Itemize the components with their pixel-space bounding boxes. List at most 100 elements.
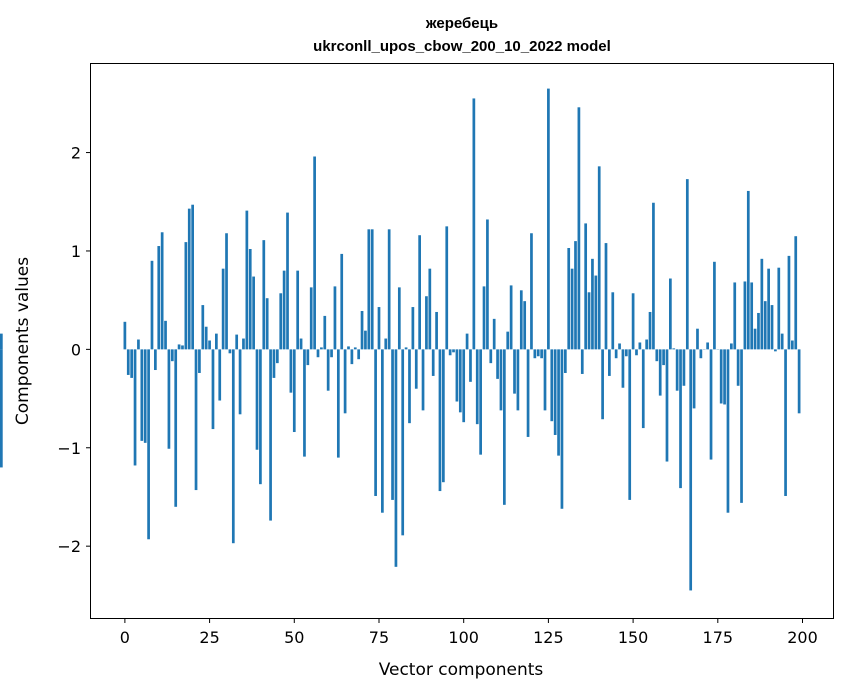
bar-48 bbox=[286, 212, 289, 350]
bar-6 bbox=[143, 349, 147, 443]
bar-163 bbox=[675, 349, 679, 391]
bar-136 bbox=[584, 223, 588, 350]
bar-56 bbox=[313, 156, 316, 350]
bar-77 bbox=[384, 338, 388, 350]
bar-170 bbox=[699, 349, 703, 359]
bar-100 bbox=[462, 349, 466, 423]
bar-131 bbox=[567, 248, 571, 350]
bar-137 bbox=[587, 292, 591, 350]
bar-186 bbox=[753, 328, 757, 350]
bar-41 bbox=[262, 240, 266, 350]
bar-32 bbox=[231, 349, 235, 544]
bar-195 bbox=[784, 349, 787, 496]
x-tick-label: 0 bbox=[120, 628, 130, 647]
bar-82 bbox=[401, 349, 405, 536]
bar-70 bbox=[360, 310, 364, 350]
bar-35 bbox=[242, 338, 245, 350]
bar-168 bbox=[692, 349, 696, 409]
bar-4 bbox=[137, 339, 140, 350]
x-tick-label: 125 bbox=[533, 628, 564, 647]
bar-178 bbox=[726, 349, 730, 513]
bar-117 bbox=[519, 290, 523, 350]
bar-123 bbox=[540, 349, 543, 359]
x-axis-ticks: 0 25 50 75 100 125 150 175 200 bbox=[120, 618, 818, 647]
bar-47 bbox=[282, 270, 286, 350]
bar-141 bbox=[601, 349, 604, 420]
bar-85 bbox=[411, 307, 415, 350]
bar-130 bbox=[563, 349, 567, 373]
bar-104 bbox=[475, 349, 479, 425]
bar-38 bbox=[252, 276, 255, 350]
bar-160 bbox=[665, 349, 669, 462]
bar-74 bbox=[374, 349, 377, 496]
x-tick-label: 75 bbox=[369, 628, 389, 647]
bar-158 bbox=[658, 349, 662, 396]
bar-192 bbox=[774, 349, 777, 352]
bar-79 bbox=[391, 349, 394, 500]
bar-152 bbox=[638, 342, 642, 350]
bar-40 bbox=[259, 349, 262, 485]
bar-undefined bbox=[0, 349, 3, 468]
bar-20 bbox=[191, 204, 194, 350]
bar-99 bbox=[458, 349, 462, 413]
bar-109 bbox=[492, 318, 496, 350]
bar-94 bbox=[442, 349, 445, 483]
bar-87 bbox=[418, 235, 421, 350]
bar-72 bbox=[367, 229, 371, 350]
bar-86 bbox=[414, 349, 418, 389]
bar-12 bbox=[164, 320, 167, 350]
bar-90 bbox=[428, 268, 432, 350]
bar-111 bbox=[499, 349, 503, 411]
bar-1 bbox=[126, 349, 130, 375]
bar-189 bbox=[763, 301, 767, 350]
bars-group bbox=[0, 88, 801, 591]
bar-180 bbox=[733, 282, 737, 350]
bar-3 bbox=[133, 349, 137, 466]
bar-45 bbox=[275, 349, 279, 364]
bar-172 bbox=[706, 342, 709, 350]
bar-198 bbox=[794, 236, 798, 350]
bar-53 bbox=[303, 349, 306, 457]
bar-46 bbox=[279, 293, 283, 350]
bar-143 bbox=[608, 349, 611, 376]
bar-176 bbox=[719, 349, 723, 404]
x-tick-label: 150 bbox=[618, 628, 649, 647]
bar-71 bbox=[364, 330, 367, 350]
bar-155 bbox=[648, 311, 652, 350]
bar-42 bbox=[265, 298, 269, 350]
bar-75 bbox=[377, 307, 381, 350]
bar-13 bbox=[167, 349, 171, 449]
bar-187 bbox=[757, 312, 760, 350]
bar-156 bbox=[652, 202, 655, 350]
bar-88 bbox=[421, 349, 425, 411]
bar-undefined bbox=[0, 333, 3, 350]
bar-150 bbox=[631, 293, 635, 350]
bar-62 bbox=[333, 286, 337, 350]
bar-120 bbox=[530, 233, 533, 350]
y-axis-label: Components values bbox=[13, 257, 33, 425]
bar-64 bbox=[340, 253, 344, 350]
bar-112 bbox=[503, 349, 506, 505]
x-axis-label: Vector components bbox=[379, 660, 544, 680]
bar-27 bbox=[215, 333, 218, 350]
bar-114 bbox=[509, 285, 513, 350]
bar-83 bbox=[404, 347, 408, 350]
bar-28 bbox=[218, 349, 222, 401]
bar-60 bbox=[326, 349, 330, 391]
bar-0 bbox=[123, 321, 127, 350]
bar-7 bbox=[147, 349, 150, 540]
bar-10 bbox=[157, 246, 161, 350]
bar-63 bbox=[336, 349, 340, 458]
bar-49 bbox=[289, 349, 293, 393]
x-tick-label: 25 bbox=[199, 628, 219, 647]
bar-103 bbox=[472, 98, 476, 350]
bar-91 bbox=[431, 349, 435, 376]
bar-179 bbox=[730, 343, 733, 350]
bar-118 bbox=[523, 301, 527, 350]
bar-174 bbox=[713, 261, 716, 350]
bar-73 bbox=[370, 229, 374, 350]
bar-51 bbox=[296, 270, 300, 350]
bar-34 bbox=[238, 349, 242, 415]
bar-182 bbox=[740, 349, 743, 503]
bar-78 bbox=[387, 229, 391, 350]
